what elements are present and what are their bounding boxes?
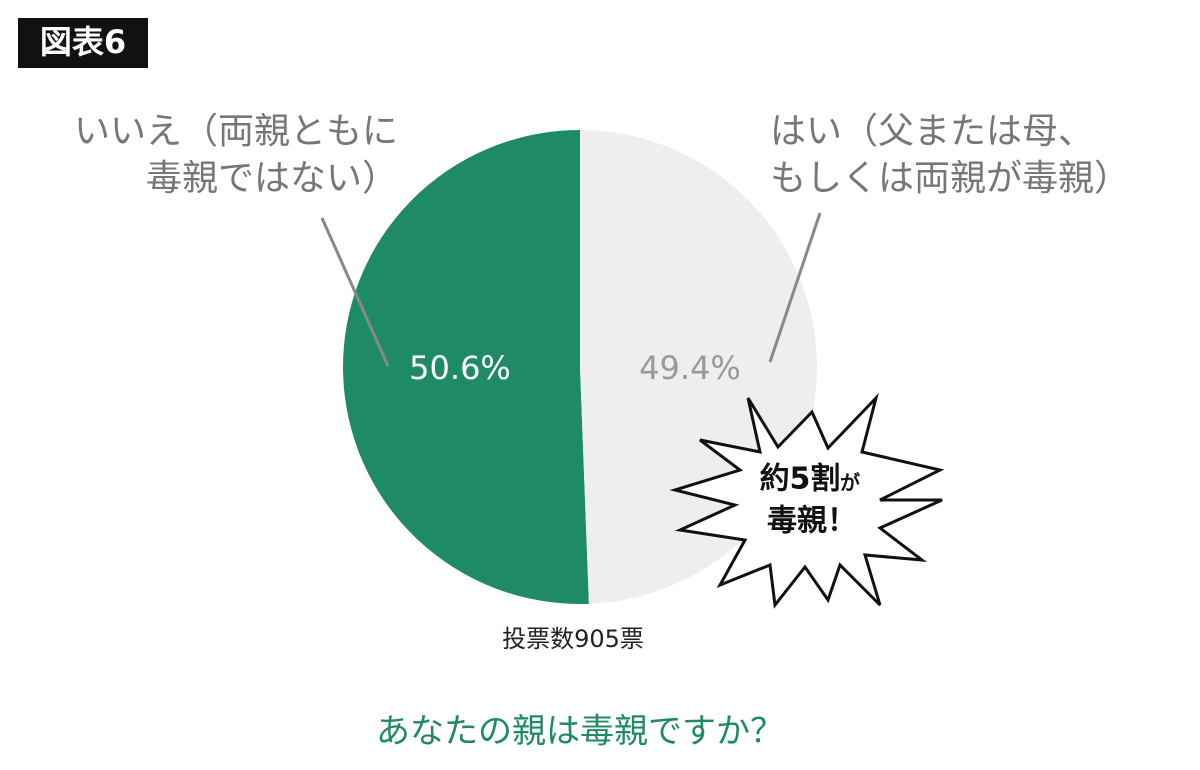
slice-label: はい（父または母、 xyxy=(770,111,1094,152)
slice xyxy=(342,130,589,605)
note: 投票数905票 xyxy=(502,625,644,653)
slice-label: 毒親ではない） xyxy=(146,158,398,199)
chart-title: あなたの親は毒親ですか？ xyxy=(376,712,784,752)
value-label: 50.6% xyxy=(409,349,511,387)
leader-line xyxy=(768,212,822,363)
value-label: 49.4% xyxy=(639,349,741,387)
badge-box xyxy=(18,18,148,68)
annotation: が xyxy=(840,471,860,495)
slice-label: いいえ（両親ともに xyxy=(74,111,398,152)
annotation: 約5割 xyxy=(760,462,841,497)
leader-line xyxy=(320,217,390,367)
slice-label: もしくは両親が毒親） xyxy=(770,158,1130,199)
annotation: 毒親！ xyxy=(767,504,857,539)
burst xyxy=(669,392,945,609)
badge: 図表6 xyxy=(40,23,126,61)
